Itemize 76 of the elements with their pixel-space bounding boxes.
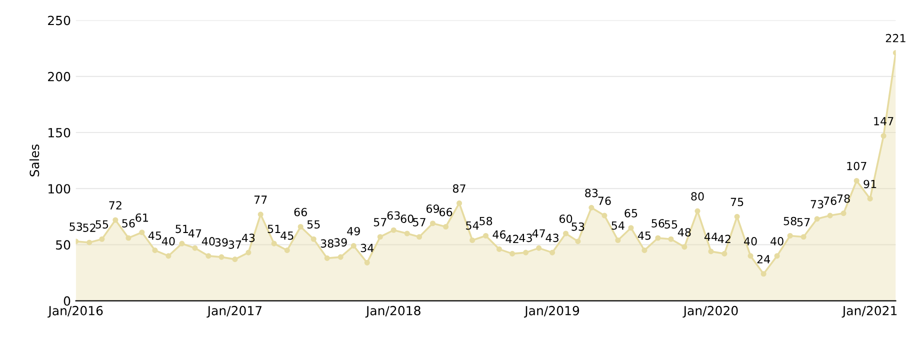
data-label: 83 bbox=[585, 188, 598, 198]
data-label: 54 bbox=[612, 221, 624, 230]
data-label: 76 bbox=[598, 196, 611, 206]
data-label: 72 bbox=[109, 201, 122, 210]
data-label: 24 bbox=[757, 255, 770, 264]
x-tick-label: Jan/2016 bbox=[48, 306, 103, 318]
data-label: 60 bbox=[400, 214, 414, 224]
data-label: 80 bbox=[691, 192, 704, 201]
data-label: 40 bbox=[162, 237, 175, 246]
y-tick-label: 150 bbox=[48, 128, 70, 138]
x-tick-label: Jan/2021 bbox=[842, 306, 897, 318]
data-label: 46 bbox=[492, 230, 506, 239]
data-label: 221 bbox=[886, 34, 906, 42]
data-label: 69 bbox=[426, 204, 440, 213]
data-label: 49 bbox=[347, 226, 360, 236]
data-label: 43 bbox=[242, 234, 255, 242]
data-label: 56 bbox=[652, 219, 664, 228]
x-tick-label: Jan/2017 bbox=[206, 306, 262, 318]
data-label: 55 bbox=[664, 220, 678, 229]
data-label: 78 bbox=[837, 194, 850, 203]
data-label: 39 bbox=[215, 238, 228, 247]
data-label: 40 bbox=[770, 237, 784, 246]
data-label: 91 bbox=[864, 180, 876, 188]
data-label: 147 bbox=[874, 117, 894, 126]
y-tick-label: 200 bbox=[48, 72, 70, 82]
x-tick-label: Jan/2019 bbox=[524, 306, 580, 318]
data-label: 63 bbox=[387, 211, 400, 220]
data-label: 51 bbox=[176, 224, 188, 234]
data-label: 77 bbox=[254, 196, 267, 204]
y-tick-label: 0 bbox=[64, 296, 70, 306]
data-label: 42 bbox=[718, 234, 730, 244]
data-label: 39 bbox=[334, 238, 347, 247]
data-label: 34 bbox=[360, 244, 374, 252]
data-label: 48 bbox=[678, 228, 691, 236]
data-label: 54 bbox=[466, 221, 479, 230]
data-label: 73 bbox=[810, 200, 824, 208]
data-label: 56 bbox=[122, 219, 135, 228]
data-label: 53 bbox=[70, 222, 82, 231]
data-label: 75 bbox=[730, 198, 744, 206]
data-label: 66 bbox=[440, 208, 452, 216]
data-label: 45 bbox=[148, 232, 162, 240]
data-label: 58 bbox=[784, 216, 796, 226]
data-label: 53 bbox=[572, 222, 584, 231]
data-label: 55 bbox=[307, 220, 320, 229]
data-label: 37 bbox=[228, 240, 242, 249]
data-label: 107 bbox=[847, 162, 866, 170]
data-label: 87 bbox=[452, 184, 466, 193]
data-label: 42 bbox=[506, 234, 518, 244]
data-label: 55 bbox=[96, 220, 108, 229]
data-label: 57 bbox=[413, 218, 426, 226]
data-label: 43 bbox=[546, 234, 558, 242]
data-label: 43 bbox=[519, 234, 532, 242]
y-tick-label: 100 bbox=[48, 184, 70, 194]
data-label: 58 bbox=[480, 216, 492, 226]
y-tick-label: 250 bbox=[48, 16, 70, 26]
x-tick-label: Jan/2020 bbox=[682, 306, 738, 318]
data-label: 44 bbox=[704, 232, 718, 241]
data-label: 57 bbox=[374, 218, 386, 226]
data-label: 51 bbox=[268, 224, 280, 234]
data-label: 45 bbox=[280, 232, 294, 240]
data-label: 60 bbox=[559, 214, 572, 224]
data-label: 38 bbox=[320, 239, 334, 248]
y-axis-title: Sales bbox=[29, 144, 40, 176]
data-label: 66 bbox=[294, 208, 307, 216]
data-label: 40 bbox=[202, 237, 215, 246]
y-tick-label: 50 bbox=[56, 240, 70, 250]
data-label: 52 bbox=[83, 224, 96, 232]
data-label: 61 bbox=[136, 213, 148, 222]
x-tick-label: Jan/2018 bbox=[365, 306, 420, 318]
data-label: 47 bbox=[188, 229, 202, 238]
data-label: 65 bbox=[624, 208, 638, 218]
data-label: 45 bbox=[638, 232, 651, 240]
data-label: 40 bbox=[744, 237, 757, 246]
data-label: 57 bbox=[797, 218, 810, 226]
data-label: 47 bbox=[532, 229, 545, 238]
data-label: 76 bbox=[824, 196, 836, 206]
